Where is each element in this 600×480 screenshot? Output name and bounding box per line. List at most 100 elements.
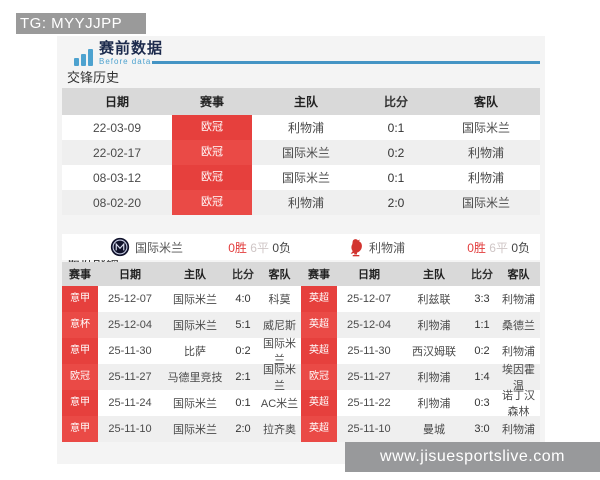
team-summary-bar: 国际米兰 0胜 6平 0负 利物浦 0胜 6平 0负 [62,234,540,260]
away-team-cell: 国际米兰 [263,338,296,366]
competition-badge: 英超 [301,312,337,338]
competition-badge: 意杯 [62,312,98,338]
competition-badge: 欧冠 [172,115,252,140]
date-cell: 25-11-30 [108,345,152,357]
team-name: 利物浦 [369,240,406,255]
home-team-cell: 比萨 [184,346,206,358]
table-row: 意甲 25-11-24 国际米兰 0:1 AC米兰 [62,390,301,416]
score-cell: 0:3 [474,397,490,409]
score-cell: 2:0 [235,423,251,435]
competition-badge: 英超 [301,338,337,364]
competition-badge: 英超 [301,390,337,416]
col-header-score: 比分 [383,95,408,109]
score-cell: 0:2 [387,145,405,160]
competition-badge: 意甲 [62,338,98,364]
table-row: 22-03-09 欧冠 利物浦 0:1 国际米兰 [62,115,540,140]
date-cell: 08-02-20 [92,195,142,210]
away-team-cell: 科莫 [268,294,291,306]
logo-title: 赛前数据 [99,40,164,57]
table-row: 欧冠 25-11-27 马德里竞技 2:1 国际米兰 [62,364,301,392]
competition-badge: 意甲 [62,390,98,416]
table-row: 英超 25-12-07 利兹联 3:3 利物浦 [301,286,540,312]
competition-badge: 欧冠 [301,364,337,390]
away-team-cell: 埃因霍温 [502,364,535,392]
col-header-date: 日期 [119,269,141,281]
record-draws: 6平 [489,240,508,255]
col-header-home: 主队 [293,95,318,109]
team-record: 0胜 6平 0负 [467,239,530,256]
table-row: 22-02-17 欧冠 国际米兰 0:2 利物浦 [62,140,540,165]
col-header-score: 比分 [471,269,493,281]
bar-chart-icon [74,49,95,66]
away-team-cell: 利物浦 [467,171,504,185]
home-team-cell: 利物浦 [287,196,324,210]
table-row: 08-03-12 欧冠 国际米兰 0:1 利物浦 [62,165,540,190]
table-row: 英超 25-11-22 利物浦 0:3 诺丁汉森林 [301,390,540,418]
date-cell: 25-11-30 [347,345,391,357]
date-cell: 25-12-07 [107,293,153,305]
date-cell: 25-11-27 [347,371,391,383]
table-row: 英超 25-11-10 曼城 3:0 利物浦 [301,416,540,442]
away-team-cell: 利物浦 [502,294,535,306]
score-cell: 0:1 [235,397,251,409]
home-team-cell: 曼城 [423,424,445,436]
home-team-cell: 西汉姆联 [412,346,456,358]
logo-subtitle: Before data [99,57,152,66]
competition-badge: 欧冠 [62,364,98,390]
competition-badge: 意甲 [62,416,98,442]
home-team-cell: 国际米兰 [173,424,217,436]
home-team-cell: 利物浦 [417,320,451,332]
table-row: 08-02-20 欧冠 利物浦 2:0 国际米兰 [62,190,540,215]
before-data-logo: 赛前数据 Before data [74,41,163,66]
score-cell: 1:1 [474,319,490,331]
date-cell: 25-11-10 [347,423,391,435]
score-cell: 0:1 [387,170,405,185]
home-team-cell: 国际米兰 [173,294,217,306]
col-header-comp: 赛事 [199,95,224,109]
home-team-cell: 利物浦 [417,372,451,384]
col-header-home: 主队 [423,269,445,281]
col-header-away: 客队 [507,269,530,281]
away-team-cell: 拉齐奥 [263,424,296,436]
away-team-cell: 利物浦 [502,424,535,436]
score-cell: 3:0 [474,423,490,435]
header-divider-line [152,61,540,64]
competition-badge: 欧冠 [172,140,252,165]
col-header-home: 主队 [184,269,206,281]
away-team-cell: 利物浦 [502,346,535,358]
score-cell: 5:1 [235,319,251,331]
score-cell: 2:1 [235,371,251,383]
site-url-watermark[interactable]: www.jisuesportslive.com [345,442,600,472]
score-cell: 4:0 [235,293,251,305]
date-cell: 22-02-17 [92,145,142,160]
score-cell: 3:3 [474,293,490,305]
team-record: 0胜 6平 0负 [228,239,291,256]
score-cell: 1:4 [474,371,490,383]
score-cell: 0:2 [474,345,490,357]
home-team-cell: 马德里竞技 [167,372,223,384]
table-row: 欧冠 25-11-27 利物浦 1:4 埃因霍温 [301,364,540,392]
date-cell: 25-11-10 [108,423,152,435]
date-cell: 25-11-27 [108,371,152,383]
section-title-h2h: 交锋历史 [67,70,120,85]
col-header-score: 比分 [232,269,254,281]
home-team-cell: 利物浦 [287,121,324,135]
home-team-cell: 利兹联 [417,294,451,306]
record-losses: 0负 [272,240,291,255]
competition-badge: 英超 [301,416,337,442]
record-losses: 0负 [511,240,530,255]
home-team-cell: 国际米兰 [281,171,330,185]
col-header-date: 日期 [104,95,129,109]
content-panel: 赛前数据 Before data 交锋历史 日期 赛事 主队 比分 客队 22-… [57,36,545,464]
home-team-cell: 利物浦 [417,398,451,410]
date-cell: 25-11-24 [108,397,152,409]
col-header-date: 日期 [358,269,380,281]
col-header-away: 客队 [268,269,291,281]
away-team-cell: 利物浦 [467,146,504,160]
table-row: 英超 25-11-30 西汉姆联 0:2 利物浦 [301,338,540,364]
head-to-head-table: 日期 赛事 主队 比分 客队 22-03-09 欧冠 利物浦 0:1 国际米兰 … [62,88,540,215]
team-summary-liverpool: 利物浦 0胜 6平 0负 [301,234,540,260]
competition-badge: 英超 [301,286,337,312]
table-row: 意甲 25-11-10 国际米兰 2:0 拉齐奥 [62,416,301,442]
